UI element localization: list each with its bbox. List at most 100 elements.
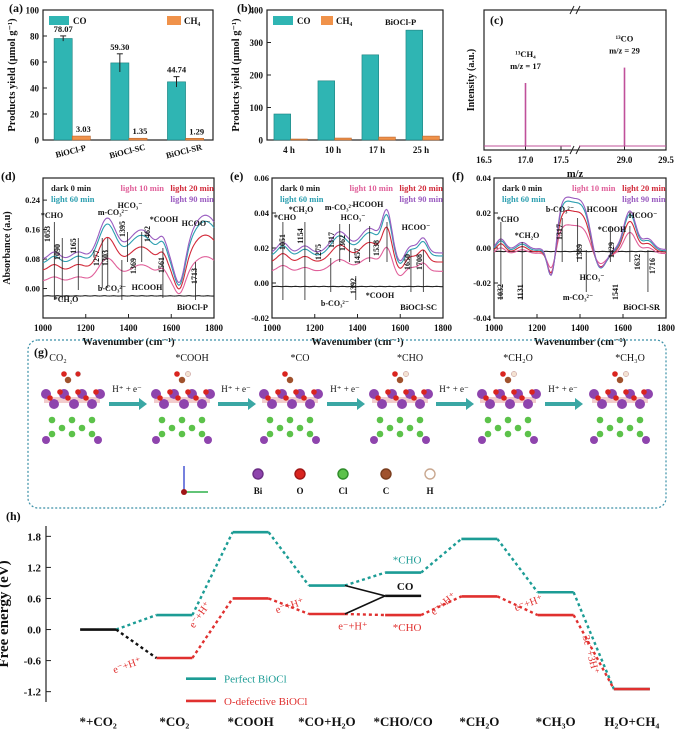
y-tick-label: -1.2 <box>24 687 42 699</box>
cl-atom <box>48 416 56 424</box>
legend-atom-label: H <box>426 486 433 496</box>
cl-atom <box>386 424 394 432</box>
y-tick-label: -0.6 <box>24 656 42 668</box>
peak-annotation: b-CO₃²⁻ <box>546 205 574 214</box>
o-atom <box>385 389 391 395</box>
cl-atom <box>636 416 644 424</box>
peak-annotation: 1541 <box>611 284 620 300</box>
legend-l20: light 20 min <box>399 183 443 193</box>
bi-atom <box>204 436 212 444</box>
connector <box>115 628 158 659</box>
c-atom <box>286 376 294 384</box>
axis-break <box>569 5 575 15</box>
bar-ch4 <box>71 135 91 141</box>
peak-annotation: HCO₃⁻ <box>118 201 143 210</box>
plot-frame <box>483 9 667 151</box>
panel-label: (d) <box>1 169 16 183</box>
x-tick-label: 1000 <box>485 323 504 333</box>
o-atom <box>392 371 398 377</box>
cl-atom <box>376 416 384 424</box>
connector <box>496 595 539 617</box>
peak-annotation: 1317 <box>555 224 564 240</box>
category-label: 4 h <box>283 145 295 155</box>
peak-label: ¹³CO <box>616 34 634 44</box>
x-axis-label: m/z <box>567 169 584 180</box>
o-atom <box>311 389 317 395</box>
bi-atom <box>370 436 378 444</box>
branch-label: CO <box>397 581 414 593</box>
x-tick-label: 29.0 <box>617 155 633 165</box>
spectrum-line <box>493 209 667 274</box>
y-axis-label: Absorbance (a.u) <box>2 211 13 284</box>
peak-annotation: b-CO₃²⁻ <box>98 284 126 293</box>
peak-annotation: HCOO⁻ <box>402 223 431 232</box>
cl-atom <box>286 430 294 438</box>
o-atom <box>174 371 180 377</box>
legend-l60: light 60 min <box>280 194 324 204</box>
electron-step-label: e⁻+H⁺ <box>274 597 305 617</box>
peak-annotation: HCOOH <box>353 200 384 209</box>
chart-e: 1000 1200 1400 1600 1800 -0.02 0.00 0.02 0.04 0.0… <box>230 169 453 348</box>
cl-atom <box>396 430 404 438</box>
data-label: 78.07 <box>54 24 74 34</box>
legend-dark: dark 0 min <box>280 183 320 193</box>
peak-annotation: 1462 <box>143 226 152 242</box>
panel-label: (f) <box>452 169 464 183</box>
connector <box>344 612 386 617</box>
o-atom <box>411 395 417 401</box>
cl-atom <box>494 424 502 432</box>
legend-swatch-co <box>49 16 69 25</box>
y-tick-label: -0.02 <box>473 278 491 288</box>
reaction-arrow <box>327 398 365 410</box>
y-tick-label: 1.2 <box>27 562 41 574</box>
x-tick-label: 1600 <box>162 323 181 333</box>
cl-atom <box>296 424 304 432</box>
step-label: H⁺ + e⁻ <box>330 384 360 394</box>
data-label: 1.35 <box>133 126 148 136</box>
legend-dark: dark 0 min <box>502 183 542 193</box>
cl-atom <box>416 430 424 438</box>
o-atom <box>283 395 289 401</box>
spectrum-line <box>42 214 215 284</box>
o-atom <box>175 395 181 401</box>
legend-l60: light 60 min <box>51 194 95 204</box>
o-atom <box>393 395 399 401</box>
peak-annotation: 1395 <box>118 221 127 237</box>
y-tick-label: 0 <box>35 136 40 146</box>
axis-break <box>575 145 581 155</box>
legend-l90: light 90 min <box>622 194 666 204</box>
peak-annotation: 1457 <box>353 248 362 264</box>
o-atom <box>501 395 507 401</box>
step-label: *+CO₂ <box>79 714 116 729</box>
step-label: H⁺ + e⁻ <box>548 384 578 394</box>
cl-atom <box>198 416 206 424</box>
species-label: CO₂ <box>49 353 66 364</box>
legend-atom-swatch <box>337 468 349 480</box>
x-axis-label: Wavenumber (cm⁻¹) <box>311 337 404 348</box>
o-atom <box>421 389 427 395</box>
bi-atom <box>267 399 277 409</box>
y-axis-label: Free energy (eV) <box>0 560 12 667</box>
bi-atom <box>530 436 538 444</box>
cl-atom <box>396 416 404 424</box>
legend-l20: light 20 min <box>170 183 214 193</box>
category-label: 10 h <box>325 145 341 155</box>
y-axis-label: Intensity (a.u.) <box>466 49 477 112</box>
o-atom <box>185 389 191 395</box>
y-tick-label: 300 <box>250 38 264 48</box>
category-label: 17 h <box>369 145 385 155</box>
o-atom <box>293 389 299 395</box>
category-label: BiOCl-SR <box>165 142 204 161</box>
bi-atom <box>590 436 598 444</box>
step-label: H₂O+CH₄ <box>604 714 659 729</box>
chart-h: -1.2 -0.6 0.0 0.6 1.2 1.8 Free energy (eV) *+CO… <box>0 509 659 729</box>
cl-atom <box>484 416 492 424</box>
x-tick-label: 1200 <box>528 323 547 333</box>
spectrum-line <box>493 200 667 277</box>
connector <box>572 591 615 690</box>
o-atom <box>75 389 81 395</box>
reaction-arrow <box>218 398 256 410</box>
cl-atom <box>88 416 96 424</box>
spectrum-line <box>271 208 443 262</box>
peak-annotation: b-CO₃²⁻ <box>321 299 349 308</box>
